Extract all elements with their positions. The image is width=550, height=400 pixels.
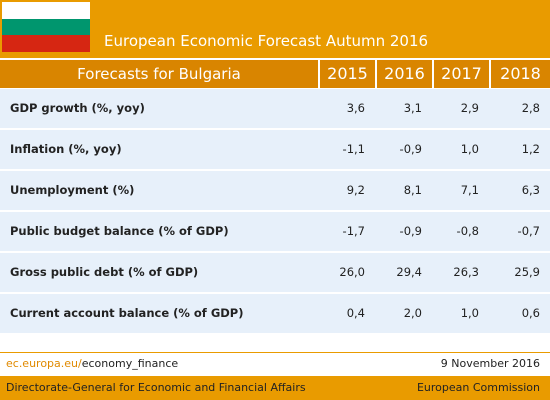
cell-value: 7,1: [460, 183, 479, 197]
cell-value: -0,9: [399, 142, 422, 156]
cell-value: 2,8: [521, 101, 540, 115]
top-band: European Economic Forecast Autumn 2016: [0, 0, 550, 58]
link-path[interactable]: economy_finance: [81, 357, 179, 370]
page-title: European Economic Forecast Autumn 2016: [104, 32, 429, 50]
table-row: Current account balance (% of GDP) 0,4 2,0…: [0, 294, 550, 333]
cell-value: 0,4: [346, 306, 365, 320]
table-header: Forecasts for Bulgaria 2015 2016 2017 2018: [0, 60, 550, 88]
table-row: Inflation (%, yoy) -1,1 -0,9 1,0 1,2: [0, 130, 550, 169]
row-label: Inflation (%, yoy): [10, 142, 122, 156]
link-domain[interactable]: ec.europa.eu/: [6, 357, 82, 370]
cell-value: -1,1: [342, 142, 365, 156]
cell-value: -0,9: [399, 224, 422, 238]
column-header: 2018: [489, 60, 550, 88]
cell-value: 9,2: [346, 183, 365, 197]
cell-value: -0,7: [517, 224, 540, 238]
date: 9 November 2016: [440, 357, 540, 370]
table-row: Unemployment (%) 9,2 8,1 7,1 6,3: [0, 171, 550, 210]
cell-value: 0,6: [521, 306, 540, 320]
bottom-band: Directorate-General for Economic and Fin…: [0, 376, 550, 400]
column-header: 2017: [432, 60, 489, 88]
cell-value: 2,9: [460, 101, 479, 115]
cell-value: 29,4: [396, 265, 422, 279]
footer-left: Directorate-General for Economic and Fin…: [6, 381, 306, 394]
cell-value: 2,0: [403, 306, 422, 320]
table-row: GDP growth (%, yoy) 3,6 3,1 2,9 2,8: [0, 89, 550, 128]
row-label: Unemployment (%): [10, 183, 135, 197]
row-label: Current account balance (% of GDP): [10, 306, 244, 320]
table-row: Public budget balance (% of GDP) -1,7 -0,9…: [0, 212, 550, 251]
flag: [2, 2, 90, 52]
cell-value: 25,9: [514, 265, 540, 279]
row-label: Public budget balance (% of GDP): [10, 224, 229, 238]
row-label: GDP growth (%, yoy): [10, 101, 145, 115]
row-label: Gross public debt (% of GDP): [10, 265, 199, 279]
table-row: Gross public debt (% of GDP) 26,0 29,4 26,3…: [0, 253, 550, 292]
cell-value: 1,0: [460, 142, 479, 156]
column-header: 2015: [318, 60, 375, 88]
cell-value: 1,2: [521, 142, 540, 156]
cell-value: -0,8: [456, 224, 479, 238]
divider: [0, 352, 550, 353]
cell-value: 3,1: [403, 101, 422, 115]
link[interactable]: ec.europa.eu/economy_finance: [6, 357, 178, 370]
cell-value: 8,1: [403, 183, 422, 197]
footer-right: European Commission: [416, 381, 540, 394]
table-title: Forecasts for Bulgaria: [77, 65, 241, 83]
cell-value: 1,0: [460, 306, 479, 320]
cell-value: 26,3: [453, 265, 479, 279]
cell-value: -1,7: [342, 224, 365, 238]
column-header: 2016: [375, 60, 432, 88]
cell-value: 3,6: [346, 101, 365, 115]
cell-value: 26,0: [339, 265, 365, 279]
cell-value: 6,3: [521, 183, 540, 197]
